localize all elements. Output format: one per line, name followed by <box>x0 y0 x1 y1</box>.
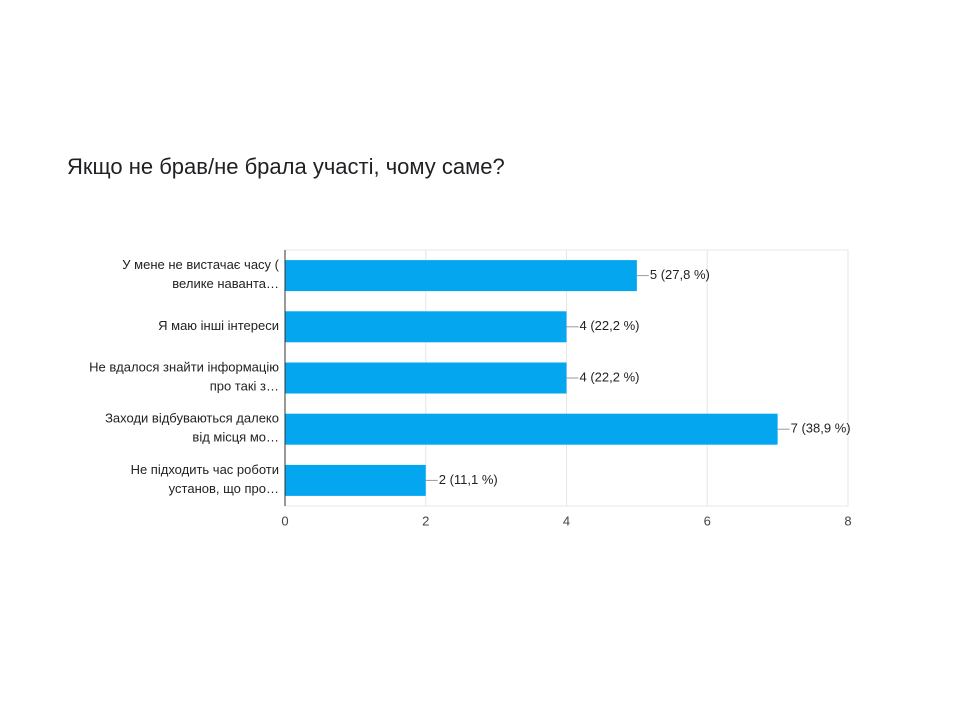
bar <box>285 260 637 292</box>
x-tick-label: 4 <box>563 513 570 528</box>
value-label: 7 (38,9 %) <box>791 421 851 436</box>
bar <box>285 311 567 343</box>
value-label: 4 (22,2 %) <box>580 318 640 333</box>
chart-title: Якщо не брав/не брала участі, чому саме? <box>67 154 505 179</box>
value-label: 4 (22,2 %) <box>580 369 640 384</box>
y-tick-label: Заходи відбуваються далеко від місця мо… <box>105 411 279 445</box>
y-tick-label: Я маю інші інтереси <box>158 318 279 333</box>
value-label: 2 (11,1 %) <box>439 472 498 487</box>
x-tick-label: 2 <box>422 513 429 528</box>
x-tick-label: 6 <box>704 513 711 528</box>
bar <box>285 362 567 394</box>
bar <box>285 413 778 445</box>
y-tick-label: Не підходить час роботи установ, що про… <box>131 462 279 496</box>
bar <box>285 464 426 496</box>
x-tick-label: 0 <box>281 513 288 528</box>
y-tick-label: У мене не вистачає часу (велике наванта… <box>122 258 279 292</box>
x-tick-label: 8 <box>844 513 851 528</box>
y-tick-label: Не вдалося знайти інформацію про такі з… <box>89 360 279 394</box>
value-label: 5 (27,8 %) <box>650 267 710 282</box>
